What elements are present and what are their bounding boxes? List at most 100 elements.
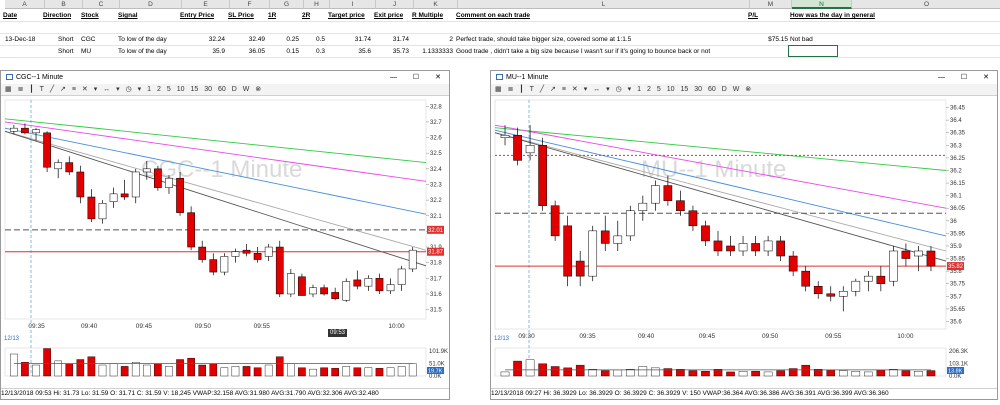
cell-2r[interactable]: 0.3 [315, 48, 325, 55]
timeframe-1[interactable]: 1 [147, 86, 152, 93]
close-button[interactable]: ✕ [435, 74, 441, 81]
cell-rmult[interactable]: 2 [449, 36, 453, 43]
timeframe-60[interactable]: 60 [217, 86, 226, 93]
cell-comment[interactable]: Good trade , didn't take a big size beca… [456, 48, 711, 55]
title-bar[interactable]: CGC--1 Minute — ☐ ✕ [1, 71, 449, 84]
header-1r[interactable]: 1R [268, 12, 277, 19]
cell-2r[interactable]: 0.5 [315, 36, 325, 43]
dropdown-icon[interactable]: ▾ [116, 86, 120, 93]
cell-date[interactable]: 13-Dec-18 [5, 36, 36, 43]
cell-exit[interactable]: 31.74 [392, 36, 409, 43]
cell-signal[interactable]: To low of the day [118, 48, 167, 55]
header-rmult[interactable]: R Multiple [412, 12, 444, 19]
text-icon[interactable]: T [529, 86, 534, 93]
timeframe-15[interactable]: 15 [680, 86, 689, 93]
column-header-c[interactable]: C [83, 0, 120, 9]
timeframe-10[interactable]: 10 [176, 86, 185, 93]
cell-day[interactable]: Not bad [790, 36, 813, 43]
column-header-k[interactable]: K [414, 0, 458, 9]
column-header-f[interactable]: F [230, 0, 270, 9]
draw-line-icon[interactable]: ╱ [539, 86, 545, 93]
maximize-button[interactable]: ☐ [960, 74, 967, 81]
cell-comment[interactable]: Perfect trade, should take bigger size, … [456, 36, 632, 43]
column-header-d[interactable]: D [120, 0, 182, 9]
clock-icon[interactable]: ◷ [615, 86, 622, 93]
fibonacci-icon[interactable]: ≡ [561, 86, 566, 93]
cell-direction[interactable]: Short [58, 36, 74, 43]
settings-icon[interactable]: ⊗ [255, 86, 262, 93]
timeframe-15[interactable]: 15 [190, 86, 199, 93]
timeframe-w[interactable]: W [242, 86, 250, 93]
cell-1r[interactable]: 0.15 [286, 48, 299, 55]
clock-icon[interactable]: ◷ [125, 86, 132, 93]
cell-sl[interactable]: 32.49 [248, 36, 265, 43]
column-header-e[interactable]: E [182, 0, 230, 9]
header-entry[interactable]: Entry Price [180, 12, 215, 19]
header-sl[interactable]: SL Price [228, 12, 254, 19]
timeframe-30[interactable]: 30 [694, 86, 702, 93]
cell-sl[interactable]: 36.05 [248, 48, 265, 55]
cell-stock[interactable]: MU [81, 48, 92, 55]
column-header-o[interactable]: O [852, 0, 1000, 9]
draw-arrow-icon[interactable]: ↗ [549, 86, 556, 93]
chart-window-mu[interactable]: MU--1 Minute — ☐ ✕ ▦ ≣ ┃ T ╱ ↗ ≡ ✕ ▾ ↔ ▾… [490, 70, 998, 400]
cell-1r[interactable]: 0.25 [286, 36, 299, 43]
header-pl[interactable]: P/L [748, 12, 759, 19]
header-direction[interactable]: Direction [43, 12, 72, 19]
minimize-button[interactable]: — [390, 74, 397, 81]
grid-icon[interactable]: ▦ [5, 86, 12, 93]
header-comment[interactable]: Comment on each trade [456, 12, 531, 19]
hline-icon[interactable]: ↔ [103, 86, 111, 93]
column-header-j[interactable]: J [376, 0, 414, 9]
column-header-l[interactable]: L [458, 0, 750, 9]
dropdown-icon[interactable]: ▾ [93, 86, 98, 93]
cell-entry[interactable]: 32.24 [208, 36, 225, 43]
header-stock[interactable]: Stock [81, 12, 99, 19]
grid-icon[interactable]: ▦ [495, 86, 502, 93]
minimize-button[interactable]: — [938, 74, 945, 81]
dropdown-icon[interactable]: ▾ [606, 86, 610, 93]
cell-target[interactable]: 31.74 [354, 36, 371, 43]
hline-icon[interactable]: ↔ [593, 86, 601, 93]
column-header-n[interactable]: N [792, 0, 852, 9]
column-header-m[interactable]: M [750, 0, 792, 9]
timeframe-d[interactable]: D [231, 86, 237, 93]
header-day[interactable]: How was the day in general [790, 12, 875, 19]
column-header-a[interactable]: A [5, 0, 45, 9]
dropdown-icon[interactable]: ▾ [583, 86, 588, 93]
close-button[interactable]: ✕ [983, 74, 989, 81]
chart-window-cgc[interactable]: CGC--1 Minute — ☐ ✕ ▦ ≣ ┃ T ╱ ↗ ≡ ✕ ▾ ↔ … [0, 70, 450, 400]
bars-icon[interactable]: ┃ [519, 86, 524, 93]
cell-signal[interactable]: To low of the day [118, 36, 167, 43]
timeframe-1[interactable]: 1 [637, 86, 642, 93]
header-target[interactable]: Target price [328, 12, 365, 19]
cell-direction[interactable]: Short [58, 48, 74, 55]
cross-icon[interactable]: ✕ [571, 86, 578, 93]
header-2r[interactable]: 2R [302, 12, 311, 19]
timeframe-w[interactable]: W [732, 86, 740, 93]
timeframe-d[interactable]: D [721, 86, 727, 93]
cell-stock[interactable]: CGC [81, 36, 96, 43]
timeframe-2[interactable]: 2 [156, 86, 161, 93]
maximize-button[interactable]: ☐ [412, 74, 419, 81]
timeframe-10[interactable]: 10 [666, 86, 675, 93]
timeframe-60[interactable]: 60 [707, 86, 716, 93]
dropdown-icon[interactable]: ▾ [137, 86, 142, 93]
header-exit[interactable]: Exit price [374, 12, 404, 19]
cell-target[interactable]: 35.6 [358, 48, 371, 55]
list-icon[interactable]: ≣ [507, 86, 514, 93]
settings-icon[interactable]: ⊗ [745, 86, 752, 93]
column-header-i[interactable]: I [330, 0, 376, 9]
title-bar[interactable]: MU--1 Minute — ☐ ✕ [491, 71, 997, 84]
timeframe-5[interactable]: 5 [656, 86, 661, 93]
timeframe-2[interactable]: 2 [646, 86, 651, 93]
cell-exit[interactable]: 35.73 [392, 48, 409, 55]
bars-icon[interactable]: ┃ [29, 86, 34, 93]
selected-cell[interactable] [788, 45, 838, 57]
header-date[interactable]: Date [3, 12, 18, 19]
dropdown-icon[interactable]: ▾ [627, 86, 632, 93]
column-header-h[interactable]: H [304, 0, 330, 9]
cross-icon[interactable]: ✕ [81, 86, 88, 93]
date-tab[interactable]: 12/13 [494, 336, 510, 342]
header-signal[interactable]: Signal [118, 12, 138, 19]
